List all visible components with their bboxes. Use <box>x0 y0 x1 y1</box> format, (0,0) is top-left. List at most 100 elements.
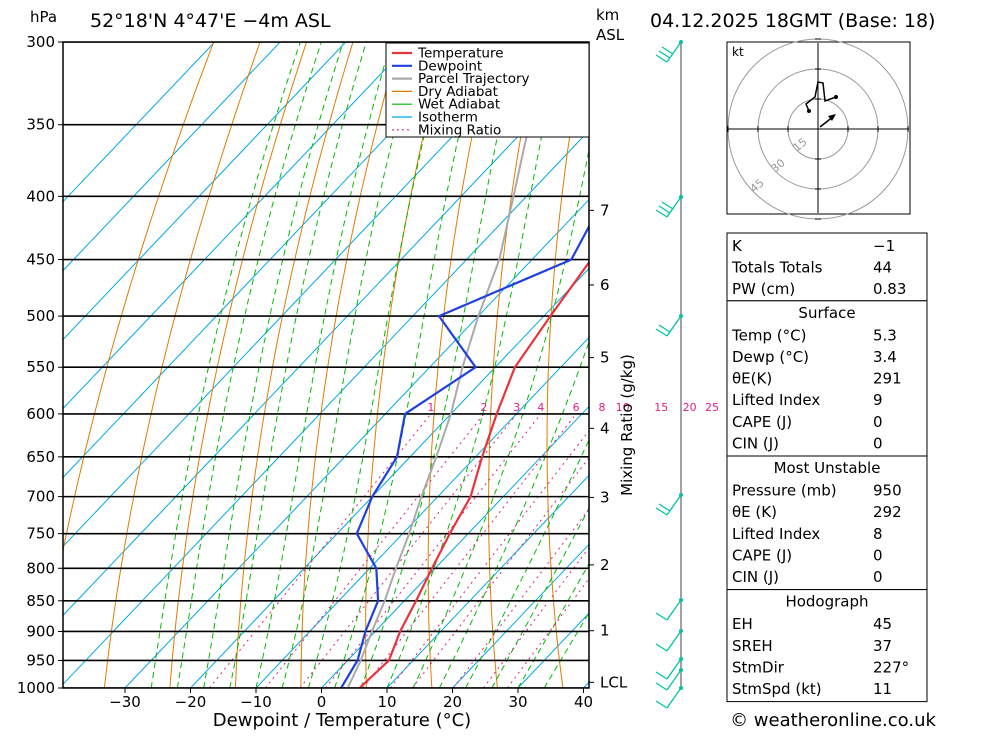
wet-adiabat-line <box>177 42 321 688</box>
pressure-label-750: 750 <box>26 525 55 543</box>
temp-label-0: 0 <box>317 693 327 711</box>
km-label-5: 5 <box>600 349 610 367</box>
wind-barbs <box>656 40 683 708</box>
section1-label-3: CAPE (J) <box>732 546 792 564</box>
section1-value-2: 8 <box>873 525 883 543</box>
section0-label-2: θE(K) <box>732 370 772 388</box>
km-label-7: 7 <box>600 201 610 219</box>
temp-label--10: −10 <box>240 693 272 711</box>
dry-adiabat-line <box>170 42 307 688</box>
mixing-ratio-label-25: 25 <box>705 401 719 414</box>
mixing-ratio-line-20 <box>483 414 689 688</box>
mixing-ratio-label-3: 3 <box>513 401 520 414</box>
section0-value-5: 0 <box>873 434 883 452</box>
plot-frame <box>63 42 589 688</box>
section2-value-0: 45 <box>873 615 892 633</box>
mixing-ratio-lines <box>209 414 712 688</box>
temp-label-20: 20 <box>443 693 462 711</box>
wind-barb-staff <box>667 316 681 336</box>
wind-barb-staff <box>667 688 681 708</box>
pressure-gridlines <box>63 42 589 688</box>
pressure-label-600: 600 <box>26 405 55 423</box>
wet-adiabat-line <box>466 42 732 688</box>
mixing-ratio-label-20: 20 <box>683 401 697 414</box>
hpa-unit-label: hPa <box>30 8 57 26</box>
hodograph-point <box>834 95 838 99</box>
pressure-label-1000: 1000 <box>17 679 55 697</box>
wind-barb-feather <box>656 644 667 651</box>
wind-barb-staff <box>667 659 681 679</box>
wind-barb-feather <box>656 613 667 620</box>
dry-adiabat-line <box>428 42 492 688</box>
section1-value-3: 0 <box>873 546 883 564</box>
dry-adiabat-line <box>104 42 260 688</box>
mixing-ratio-label-15: 15 <box>654 401 668 414</box>
mixing-ratio-label-8: 8 <box>599 401 606 414</box>
table-section-title-1: Most Unstable <box>774 459 881 477</box>
isotherm-line <box>0 42 411 688</box>
hodograph-point <box>807 109 811 113</box>
pressure-label-400: 400 <box>26 187 55 205</box>
wind-barb-feather <box>656 683 667 690</box>
isotherm-line <box>0 42 477 688</box>
hodograph-unit-label: kt <box>732 45 744 59</box>
section1-label-4: CIN (J) <box>732 568 779 586</box>
temp-label-30: 30 <box>508 693 527 711</box>
section2-label-2: StmDir <box>732 658 785 676</box>
km-label-2: 2 <box>600 556 610 574</box>
copyright-text: © weatheronline.co.uk <box>730 710 936 731</box>
mixing-ratio-label-1: 1 <box>427 401 434 414</box>
section0-value-3: 9 <box>873 391 883 409</box>
x-axis-title: Dewpoint / Temperature (°C) <box>213 710 471 731</box>
isotherm-line <box>191 42 805 688</box>
pressure-label-300: 300 <box>26 33 55 51</box>
temp-label--30: −30 <box>109 693 141 711</box>
wind-barb-staff <box>667 670 681 690</box>
pressure-label-900: 900 <box>26 622 55 640</box>
section1-label-2: Lifted Index <box>732 525 820 543</box>
section0-value-0: 5.3 <box>873 326 897 344</box>
general-value-1: 44 <box>873 259 892 277</box>
general-value-2: 0.83 <box>873 280 906 298</box>
section1-label-1: θE (K) <box>732 503 777 521</box>
temp-label-10: 10 <box>377 693 396 711</box>
section1-value-1: 292 <box>873 503 902 521</box>
asl-unit-label: ASL <box>596 26 625 44</box>
km-label-3: 3 <box>600 488 610 506</box>
general-label-2: PW (cm) <box>732 280 795 298</box>
pressure-axis: 3003504004505005506006507007508008509009… <box>17 33 63 697</box>
mixing-ratio-line-3 <box>300 414 517 688</box>
section2-label-1: SREH <box>732 637 773 655</box>
wind-barb-feather <box>656 672 667 679</box>
section2-label-0: EH <box>732 615 753 633</box>
wind-barb-feather <box>656 55 667 62</box>
section0-value-1: 3.4 <box>873 348 897 366</box>
section0-label-4: CAPE (J) <box>732 413 792 431</box>
wind-profile <box>656 40 683 708</box>
table-section-title-2: Hodograph <box>785 593 868 611</box>
general-value-0: −1 <box>873 237 895 255</box>
mixing-ratio-label-4: 4 <box>537 401 544 414</box>
section0-label-1: Dewp (°C) <box>732 348 809 366</box>
wind-barb-feather <box>656 508 667 515</box>
wind-barb-feather <box>659 325 670 332</box>
pressure-label-800: 800 <box>26 559 55 577</box>
wind-barb-staff <box>667 600 681 620</box>
general-label-0: K <box>732 237 743 255</box>
wind-barb-feather <box>656 701 667 708</box>
section0-label-0: Temp (°C) <box>731 326 806 344</box>
section0-value-2: 291 <box>873 370 902 388</box>
mixing-ratio-axis-title: Mixing Ratio (g/kg) <box>618 354 636 496</box>
general-label-1: Totals Totals <box>731 259 823 277</box>
section2-value-1: 37 <box>873 637 892 655</box>
mixing-ratio-line-8 <box>390 414 602 688</box>
mixing-ratio-label-6: 6 <box>573 401 580 414</box>
wind-barb-feather <box>662 202 673 209</box>
wet-adiabat-line <box>335 42 481 688</box>
wind-barb-feather <box>656 329 667 336</box>
